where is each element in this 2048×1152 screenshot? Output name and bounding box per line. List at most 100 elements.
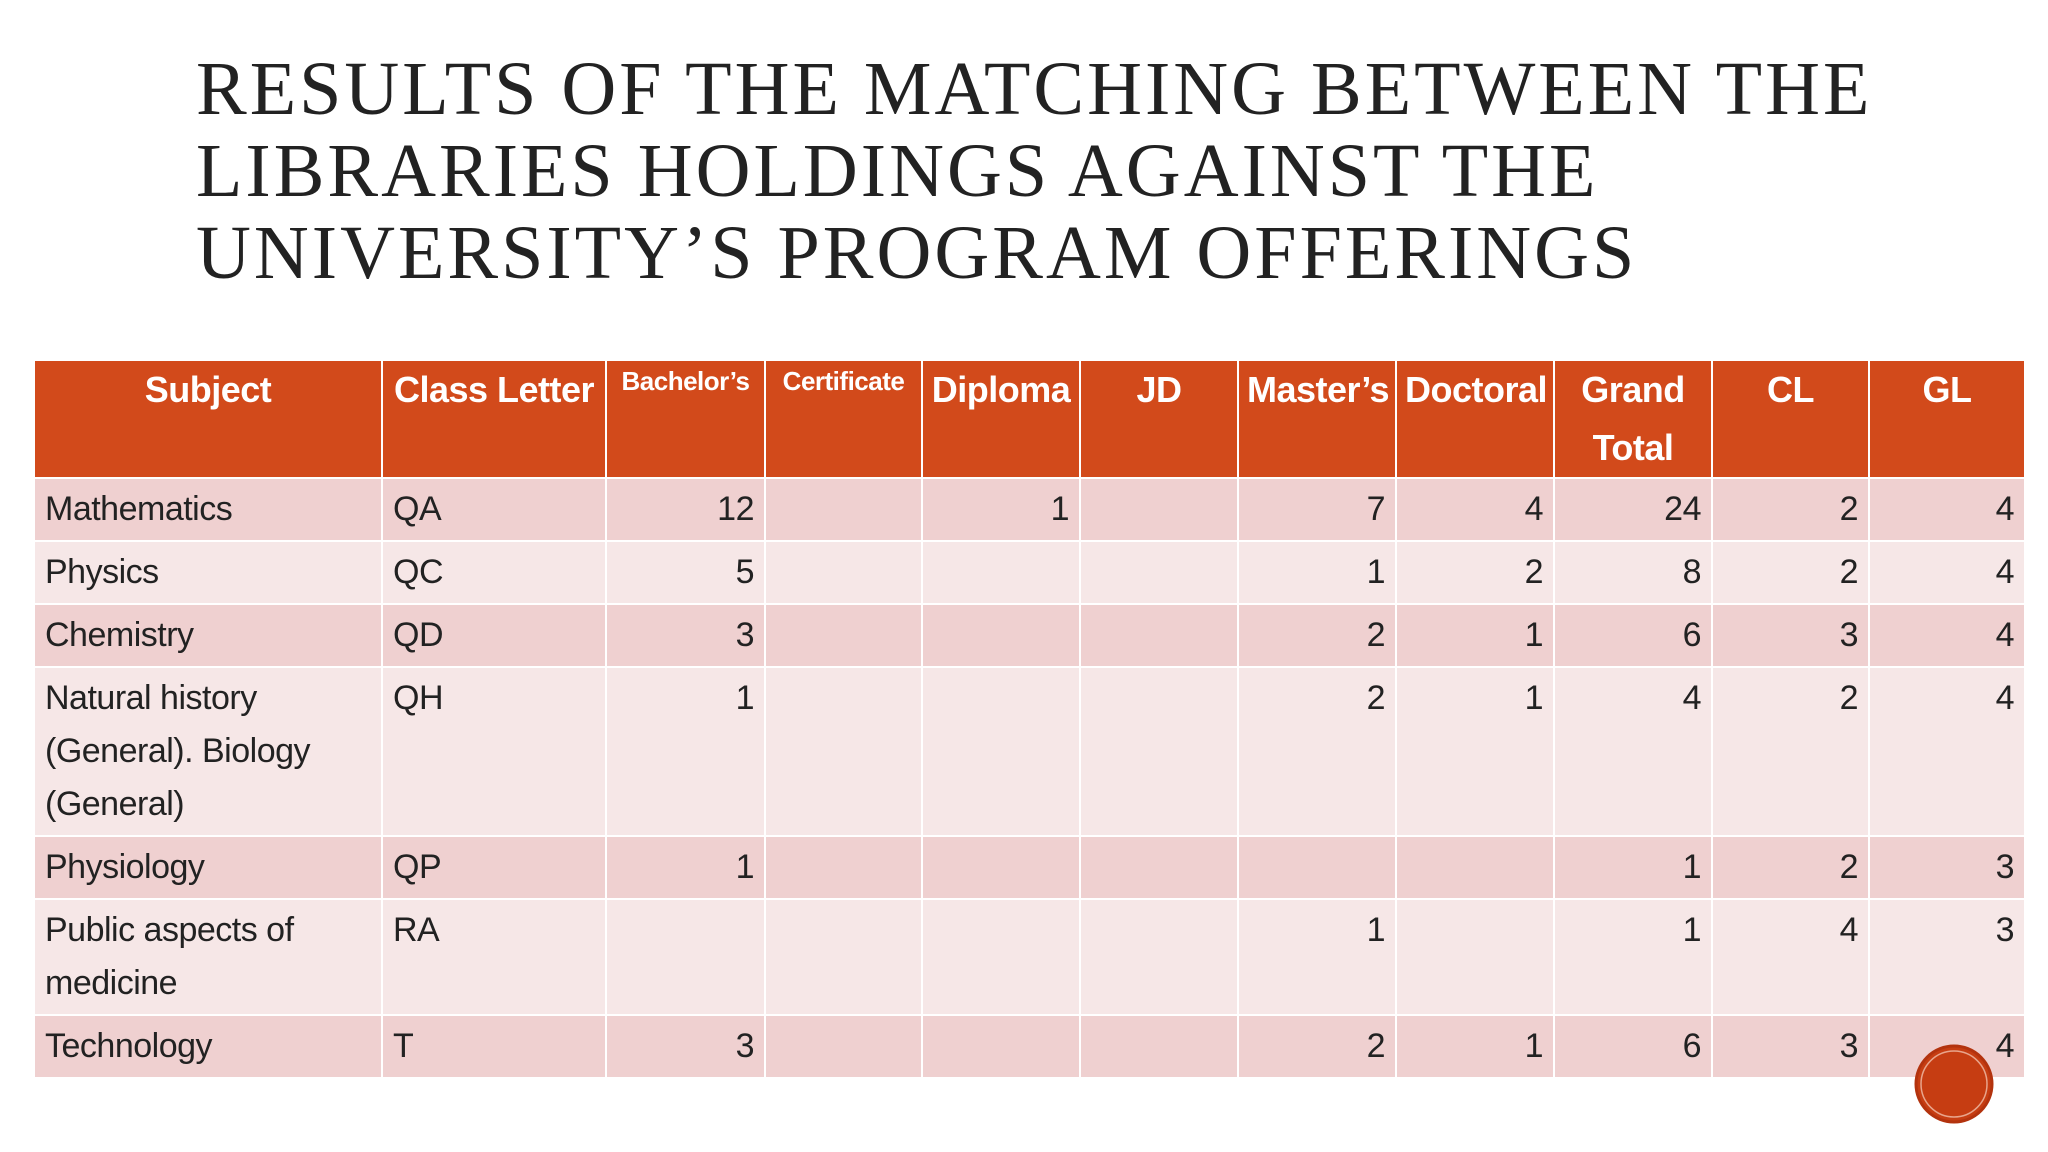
column-header: Subject [33, 359, 383, 479]
table-cell: Physiology [33, 835, 383, 900]
table-cell [764, 603, 923, 668]
table-cell: QD [381, 603, 607, 668]
table-cell: 1 [1395, 1014, 1555, 1079]
table-cell: 3 [605, 603, 766, 668]
table-cell: Natural history (General). Biology (Gene… [33, 666, 383, 837]
table-cell: 4 [1395, 477, 1555, 542]
table-body: Mathematics QA 12 1 7 4 24 2 4 Physics QC 5 1 2 8 2 4 Che… [33, 477, 2026, 1079]
table-cell: 1 [1237, 540, 1397, 605]
table-cell [921, 540, 1081, 605]
table-cell: QC [381, 540, 607, 605]
table-cell [1079, 666, 1239, 837]
table-row: Natural history (General). Biology (Gene… [33, 666, 2026, 837]
table-cell: 3 [1868, 835, 2026, 900]
table-cell: 2 [1237, 1014, 1397, 1079]
table-row: Mathematics QA 12 1 7 4 24 2 4 [33, 477, 2026, 542]
table-cell: 6 [1553, 1014, 1713, 1079]
slide-title: RESULTS OF THE MATCHING BETWEEN THE LIBR… [196, 48, 1873, 295]
table-cell: 4 [1868, 666, 2026, 837]
table-cell: 8 [1553, 540, 1713, 605]
table-cell [764, 540, 923, 605]
table-cell: 3 [1711, 603, 1870, 668]
table-cell: QA [381, 477, 607, 542]
column-header: Grand Total [1553, 359, 1713, 479]
column-header: JD [1079, 359, 1239, 479]
table-row: Physiology QP 1 1 2 3 [33, 835, 2026, 900]
table-cell: 5 [605, 540, 766, 605]
table-cell: 1 [605, 666, 766, 837]
column-header: Certificate [764, 359, 923, 479]
table-cell [921, 603, 1081, 668]
table-header: Subject Class Letter Bachelor’s Certificate… [33, 359, 2026, 479]
table-cell [1395, 898, 1555, 1016]
column-header: GL [1868, 359, 2026, 479]
table-cell [921, 835, 1081, 900]
table-cell [1079, 835, 1239, 900]
table-cell [1079, 898, 1239, 1016]
header-row: Subject Class Letter Bachelor’s Certificate… [33, 359, 2026, 479]
table-cell [921, 1014, 1081, 1079]
table-cell [1395, 835, 1555, 900]
table-cell: 6 [1553, 603, 1713, 668]
table-cell [1079, 540, 1239, 605]
table-cell: 3 [1711, 1014, 1870, 1079]
table-row: Chemistry QD 3 2 1 6 3 4 [33, 603, 2026, 668]
table-cell: RA [381, 898, 607, 1016]
table-cell: 4 [1868, 540, 2026, 605]
table-cell [1079, 477, 1239, 542]
table-row: Technology T 3 2 1 6 3 4 [33, 1014, 2026, 1079]
table-cell: 4 [1868, 477, 2026, 542]
table-cell: 1 [921, 477, 1081, 542]
column-header: Master’s [1237, 359, 1397, 479]
table-cell: Technology [33, 1014, 383, 1079]
table-cell: 1 [1237, 898, 1397, 1016]
table-cell: T [381, 1014, 607, 1079]
table-cell: 24 [1553, 477, 1713, 542]
column-header: CL [1711, 359, 1870, 479]
table-cell [764, 1014, 923, 1079]
table-cell: 2 [1711, 477, 1870, 542]
column-header: Diploma [921, 359, 1081, 479]
table-cell: Chemistry [33, 603, 383, 668]
table-cell [1237, 835, 1397, 900]
table-cell: 2 [1395, 540, 1555, 605]
table-row: Physics QC 5 1 2 8 2 4 [33, 540, 2026, 605]
table-cell: 4 [1553, 666, 1713, 837]
results-table: Subject Class Letter Bachelor’s Certificate… [33, 359, 2026, 1079]
table-cell: Public aspects of medicine [33, 898, 383, 1016]
table-cell: 2 [1711, 666, 1870, 837]
table-cell [1079, 1014, 1239, 1079]
table-cell: 12 [605, 477, 766, 542]
column-header: Bachelor’s [605, 359, 766, 479]
table-cell: 2 [1237, 603, 1397, 668]
table-cell: 7 [1237, 477, 1397, 542]
table-cell: Physics [33, 540, 383, 605]
table-cell [921, 898, 1081, 1016]
table-cell: QP [381, 835, 607, 900]
table-cell: 1 [1395, 603, 1555, 668]
table-cell [764, 898, 923, 1016]
column-header: Class Letter [381, 359, 607, 479]
slide-number-badge [1914, 1044, 1994, 1124]
table-cell [921, 666, 1081, 837]
table-cell: 3 [605, 1014, 766, 1079]
table-cell: 1 [1553, 898, 1713, 1016]
table-cell [764, 477, 923, 542]
table-cell [1079, 603, 1239, 668]
table-cell: QH [381, 666, 607, 837]
table-cell: 2 [1711, 835, 1870, 900]
table-cell: 4 [1711, 898, 1870, 1016]
table-row: Public aspects of medicine RA 1 1 4 3 [33, 898, 2026, 1016]
column-header: Doctoral [1395, 359, 1555, 479]
table-cell: 2 [1711, 540, 1870, 605]
table-cell: Mathematics [33, 477, 383, 542]
table-cell [764, 835, 923, 900]
table-cell: 4 [1868, 603, 2026, 668]
table-cell: 1 [1553, 835, 1713, 900]
table-cell: 1 [605, 835, 766, 900]
table-cell: 2 [1237, 666, 1397, 837]
table-cell: 1 [1395, 666, 1555, 837]
table-cell [764, 666, 923, 837]
table-cell: 3 [1868, 898, 2026, 1016]
